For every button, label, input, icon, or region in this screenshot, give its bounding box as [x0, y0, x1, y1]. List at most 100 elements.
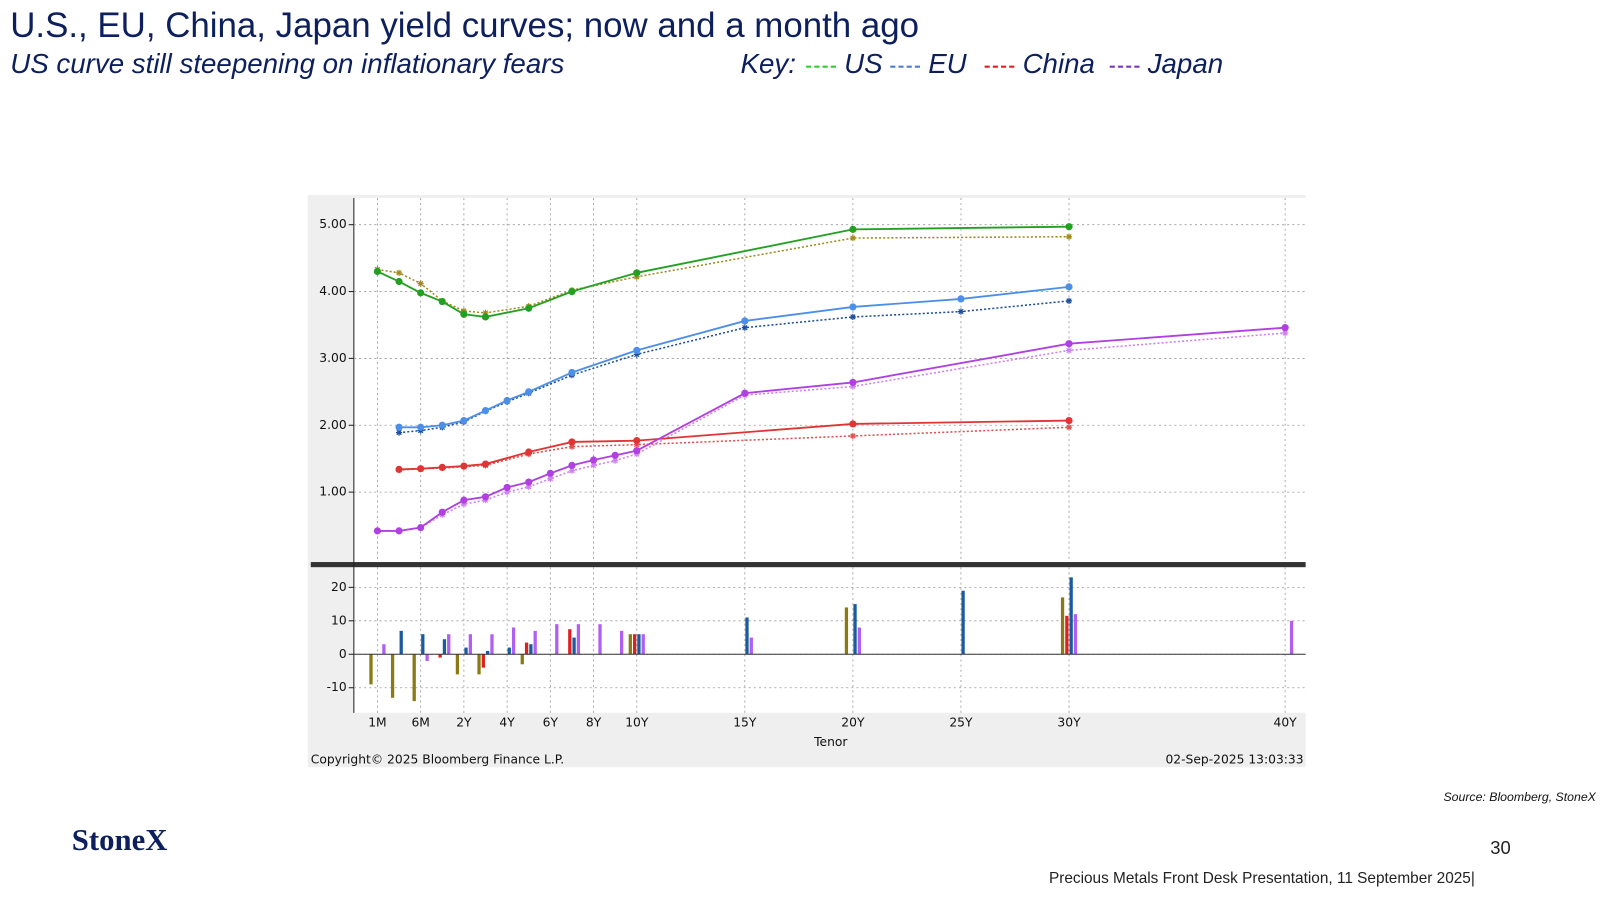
point	[438, 421, 446, 429]
change-bar	[468, 634, 472, 655]
change-bar	[628, 634, 632, 655]
change-bar	[390, 654, 395, 698]
change-bar	[464, 647, 468, 655]
point	[481, 493, 490, 501]
point	[525, 483, 532, 490]
footer: Precious Metals Front Desk Presentation,…	[1049, 870, 1475, 887]
change-bar	[438, 654, 442, 658]
x-tick-label: 2Y	[456, 716, 472, 730]
change-bar	[511, 627, 516, 655]
bottom-plot-area	[353, 567, 1306, 713]
x-tick-label: 15Y	[733, 716, 757, 730]
point	[568, 287, 576, 296]
point	[525, 478, 533, 486]
y-tick-label: 10	[331, 613, 347, 627]
change-bar	[641, 634, 645, 655]
change-bar	[421, 634, 425, 655]
change-bar	[520, 654, 524, 665]
point	[395, 423, 403, 431]
point	[849, 378, 857, 387]
point	[849, 234, 856, 242]
change-bar	[749, 637, 753, 655]
y-tick-label: -10	[327, 680, 347, 694]
slide-subtitle: US curve still steepening on inflationar…	[10, 48, 564, 79]
point	[849, 420, 857, 428]
point	[525, 448, 533, 456]
change-bar	[524, 642, 529, 655]
point	[546, 469, 554, 477]
yield-curve	[399, 419, 1070, 471]
y-tick-label: 2.00	[319, 418, 346, 432]
change-bar	[844, 607, 849, 655]
change-bar	[412, 654, 416, 702]
point	[482, 309, 489, 317]
y-tick-label: 4.00	[319, 284, 346, 298]
point	[460, 462, 468, 470]
point	[460, 416, 468, 425]
change-bar	[576, 624, 581, 655]
x-tick-label: 25Y	[949, 716, 973, 730]
key-name: US	[844, 48, 883, 79]
point	[568, 467, 576, 474]
top-plot-area	[353, 197, 1306, 563]
point	[417, 523, 425, 532]
point	[849, 225, 857, 233]
change-bar	[857, 627, 861, 655]
page-number: 30	[1490, 837, 1511, 858]
change-bar	[961, 590, 965, 655]
point	[741, 317, 749, 325]
point	[417, 280, 424, 287]
point	[438, 508, 446, 516]
point	[503, 483, 511, 492]
key-name: Japan	[1147, 48, 1223, 79]
point	[1065, 340, 1073, 348]
point	[460, 501, 467, 508]
point	[460, 496, 468, 504]
change-bar	[1069, 577, 1073, 655]
change-bar	[598, 624, 602, 655]
point	[633, 351, 640, 358]
point	[633, 437, 641, 445]
x-axis-title: Tenor	[813, 735, 848, 749]
point	[633, 273, 640, 280]
point	[481, 460, 490, 468]
point	[1065, 223, 1073, 231]
y-tick-label: 3.00	[319, 351, 346, 365]
change-bar	[555, 624, 559, 655]
copyright: Copyright© 2025 Bloomberg Finance L.P.	[311, 753, 564, 767]
point	[1065, 283, 1073, 291]
x-tick-label: 6Y	[543, 716, 559, 730]
point	[741, 389, 749, 397]
point	[1065, 347, 1073, 354]
point	[525, 388, 533, 396]
change-bar	[1289, 620, 1294, 655]
point	[395, 429, 403, 436]
key-name: EU	[928, 48, 967, 79]
point	[1065, 297, 1073, 304]
y-tick-label: 5.00	[319, 217, 346, 231]
point	[460, 310, 468, 318]
point	[611, 451, 619, 459]
change-bar	[745, 617, 749, 655]
x-tick-label: 30Y	[1057, 716, 1081, 730]
point	[633, 346, 641, 354]
point	[547, 475, 554, 482]
change-bar	[477, 654, 481, 675]
point	[568, 368, 576, 377]
x-tick-label: 10Y	[625, 716, 649, 730]
point	[438, 463, 446, 471]
point	[957, 295, 965, 303]
x-tick-label: 6M	[411, 716, 429, 730]
change-bar	[1073, 614, 1078, 655]
x-tick-label: 4Y	[499, 716, 515, 730]
point	[373, 527, 382, 535]
timestamp: 02-Sep-2025 13:03:33	[1165, 753, 1303, 767]
change-bar	[619, 630, 624, 655]
point	[1282, 329, 1289, 337]
change-bar	[853, 604, 857, 655]
point	[590, 462, 597, 469]
y-tick-label: 20	[331, 580, 347, 594]
point	[849, 303, 857, 311]
point	[849, 313, 856, 321]
